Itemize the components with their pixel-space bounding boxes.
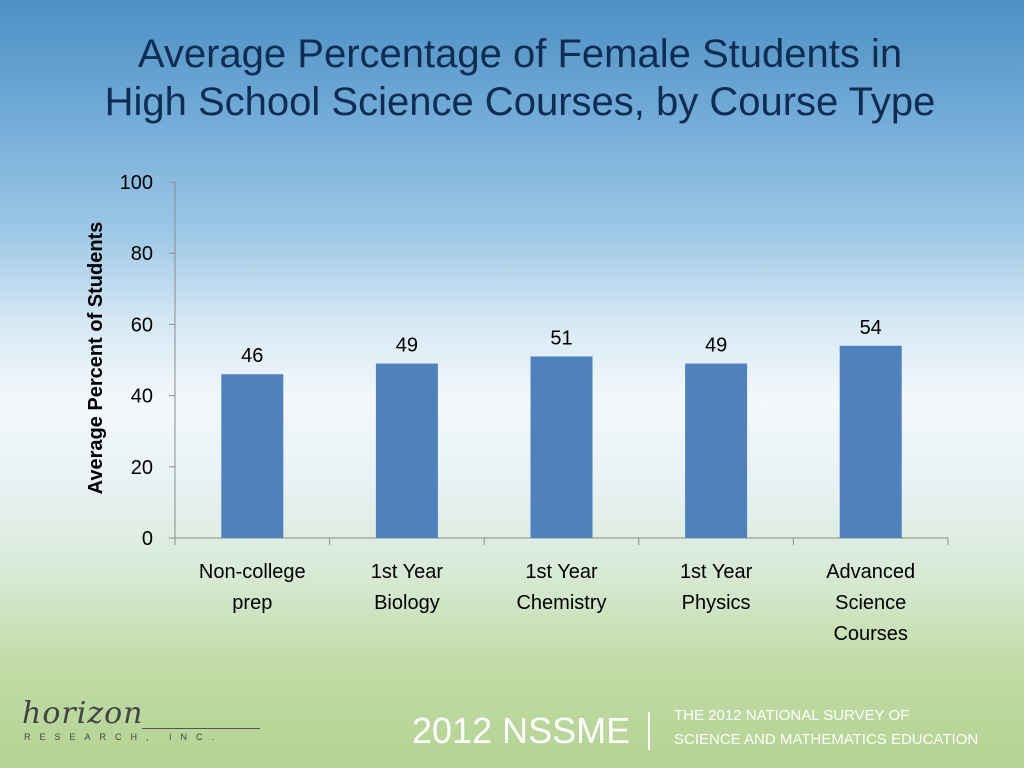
y-tick-label: 100 (120, 172, 153, 194)
x-tick-label: 1st Year (371, 561, 444, 583)
data-label: 49 (705, 335, 727, 357)
x-tick-label: Courses (833, 623, 907, 645)
x-tick-label: Chemistry (516, 592, 606, 614)
x-tick-label: 1st Year (525, 561, 598, 583)
data-label: 51 (550, 327, 572, 349)
slide-title: Average Percentage of Female Students in… (40, 30, 1000, 126)
data-label: 46 (241, 345, 263, 367)
bars (221, 345, 902, 538)
y-tick-label: 60 (131, 314, 153, 336)
y-tick-label: 0 (142, 528, 153, 550)
survey-short-name: 2012 NSSME (412, 710, 631, 751)
logo-underline (142, 728, 260, 729)
x-tick-label: Science (835, 592, 906, 614)
x-tick-label: 1st Year (680, 561, 753, 583)
bar (221, 374, 284, 538)
survey-name-line-2: SCIENCE AND MATHEMATICS EDUCATION (674, 731, 979, 748)
bar (530, 356, 593, 538)
data-label: 54 (860, 317, 882, 339)
data-label: 49 (396, 335, 418, 357)
y-tick-label: 40 (131, 386, 153, 408)
x-tick-label: Advanced (826, 561, 915, 583)
x-tick-label: Physics (682, 592, 751, 614)
y-tick-label: 20 (131, 457, 153, 479)
horizon-research-logo: horizon RESEARCH, INC. (22, 696, 260, 750)
survey-name-line-1: THE 2012 NATIONAL SURVEY OF (674, 707, 910, 724)
logo-wordmark: horizon (22, 696, 144, 731)
y-axis-label: Average Percent of Students (85, 222, 107, 495)
slide-title-line-1: Average Percentage of Female Students in (137, 32, 903, 76)
y-tick-label: 80 (131, 243, 153, 265)
y-axis: 0 20 40 60 80 100 (120, 172, 176, 550)
footer-divider (648, 712, 650, 750)
slide-title-line-2: High School Science Courses, by Course T… (104, 80, 936, 124)
survey-full-name: THE 2012 NATIONAL SURVEY OF SCIENCE AND … (674, 704, 978, 752)
logo-subtext: RESEARCH, INC. (24, 732, 224, 742)
x-tick-label: Non-college (199, 561, 306, 583)
x-tick-label: Biology (374, 592, 440, 614)
bar (685, 363, 748, 538)
x-tick-label: prep (232, 592, 272, 614)
x-axis: Non-college prep 1st Year Biology 1st Year Ch… (174, 537, 949, 645)
data-labels: 46 49 51 49 54 (241, 317, 882, 367)
bar (839, 345, 902, 538)
bar (375, 363, 438, 538)
